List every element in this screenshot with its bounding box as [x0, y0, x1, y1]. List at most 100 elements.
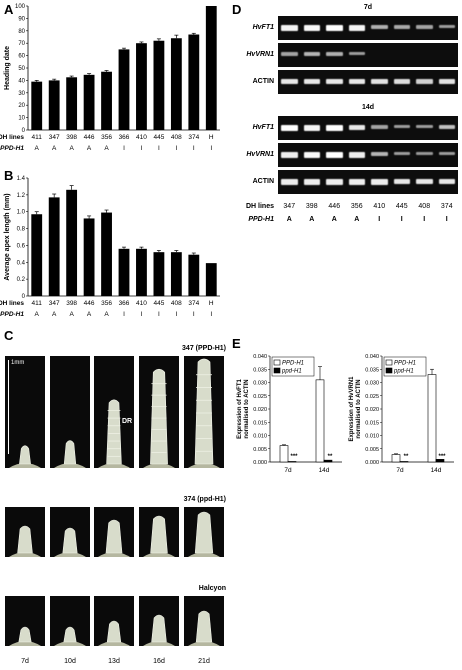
gel-band [303, 152, 320, 158]
apex-shape [9, 525, 41, 557]
leaf-base [54, 552, 86, 557]
significance-stars: *** [290, 454, 298, 460]
significance-stars: ** [328, 454, 333, 460]
apex-photo [5, 356, 45, 468]
gel-title-7d: 7d [363, 4, 373, 11]
gene-label: HvVRN1 [246, 51, 274, 58]
gel-band [303, 125, 320, 131]
bar [323, 459, 333, 463]
x-tick-label: 398 [66, 134, 77, 141]
gel-row-hvft1-14d [278, 116, 458, 140]
y-tick-label: 0.8 [17, 227, 26, 233]
genotype-label: A [87, 145, 92, 152]
y-axis-title: Heading date [4, 46, 11, 90]
y-tick-label: 1.0 [17, 210, 26, 216]
legend-label: PPD-H1 [282, 361, 304, 367]
gel-band [371, 125, 388, 129]
bar [205, 6, 217, 130]
y-tick-label: 0.010 [365, 434, 379, 440]
apex-body [63, 440, 77, 465]
apex-body [151, 614, 167, 643]
apex-body [106, 620, 122, 643]
lane-label: 347 [283, 203, 296, 210]
bar [118, 248, 130, 296]
bar [170, 252, 182, 296]
genotype-label: A [35, 311, 40, 318]
bar [287, 461, 297, 463]
y-axis-title: Expression of HvVRN1 [349, 376, 355, 442]
bar [31, 214, 43, 296]
apex-shape [98, 519, 130, 557]
apex-photo [139, 507, 179, 557]
x-tick-label: 374 [188, 134, 199, 141]
y-tick-label: 0.020 [365, 407, 379, 413]
genotype-label: I [175, 145, 177, 152]
apex-photo [50, 356, 90, 468]
x-tick-label: 356 [101, 300, 112, 307]
genotype-label: I [141, 311, 143, 318]
panel-label-b: B [4, 168, 14, 183]
apex-shape [54, 626, 86, 646]
ppd-h1-label: PPD-H1 [248, 216, 274, 223]
bar [83, 74, 95, 130]
y-tick-label: 0.035 [365, 367, 379, 373]
day-label: 16d [153, 658, 165, 665]
gel-row-actin-7d [278, 70, 458, 94]
scale-bar-label: 1mm [11, 360, 25, 366]
gel-band [281, 25, 298, 31]
apex-body [150, 368, 168, 465]
gel-band [393, 125, 410, 129]
x-tick-label: 347 [49, 134, 60, 141]
lane-genotype: A [309, 216, 315, 223]
bar [48, 197, 60, 296]
heading-date-chart: 0 10 20 30 40 50 60 70 80 90 100 Heading date 411 A 34… [0, 4, 220, 152]
y-tick-label: 40 [18, 78, 25, 84]
panel-label-a: A [4, 2, 14, 17]
x-tick-label: 7d [284, 467, 292, 474]
gel-row-hvft1-7d [278, 16, 458, 40]
ppd-h1-label: PPD-H1 [0, 311, 24, 318]
gene-label: ACTIN [252, 78, 274, 85]
y-tick-label: 0.025 [365, 394, 379, 400]
leaf-base [98, 641, 130, 646]
row-347-label: 347 (PPD-H1) [182, 345, 226, 352]
bar [48, 80, 60, 130]
apex-shape [98, 620, 130, 646]
bar [118, 49, 130, 130]
legend-box [271, 356, 315, 377]
apex-body [18, 626, 32, 643]
gel-band [348, 125, 365, 131]
gel-band [416, 152, 433, 156]
apex-shape [143, 368, 175, 468]
gel-band [326, 25, 343, 31]
gel-band [371, 25, 388, 29]
gel-band [393, 25, 410, 29]
y-tick-label: 60 [18, 54, 25, 60]
apex-photo [5, 596, 45, 646]
lane-genotype: I [378, 216, 381, 223]
apex-photo [5, 507, 45, 557]
dr-label: DR [122, 418, 133, 425]
row-halcyon-label: Halcyon [198, 585, 226, 592]
apex-photo [50, 596, 90, 646]
x-tick-label: 411 [32, 300, 43, 307]
genotype-label: A [35, 145, 40, 152]
gel-band [416, 25, 433, 29]
gel-band [281, 179, 298, 185]
day-label: 10d [64, 658, 76, 665]
legend-swatch [273, 359, 281, 366]
y-tick-label: 80 [18, 29, 25, 35]
apex-body [194, 358, 214, 465]
lane-label: 374 [440, 203, 453, 210]
genotype-label: A [69, 145, 74, 152]
x-tick-label: 398 [66, 300, 77, 307]
gel-band [438, 79, 455, 85]
x-tick-label: 446 [84, 134, 95, 141]
legend-box [383, 356, 427, 377]
y-tick-label: 30 [18, 91, 25, 97]
x-tick-label: H [209, 134, 214, 141]
bar [391, 454, 401, 463]
gel-band [348, 25, 365, 31]
legend-label: PPD-H1 [394, 361, 416, 367]
genotype-label: A [52, 145, 57, 152]
